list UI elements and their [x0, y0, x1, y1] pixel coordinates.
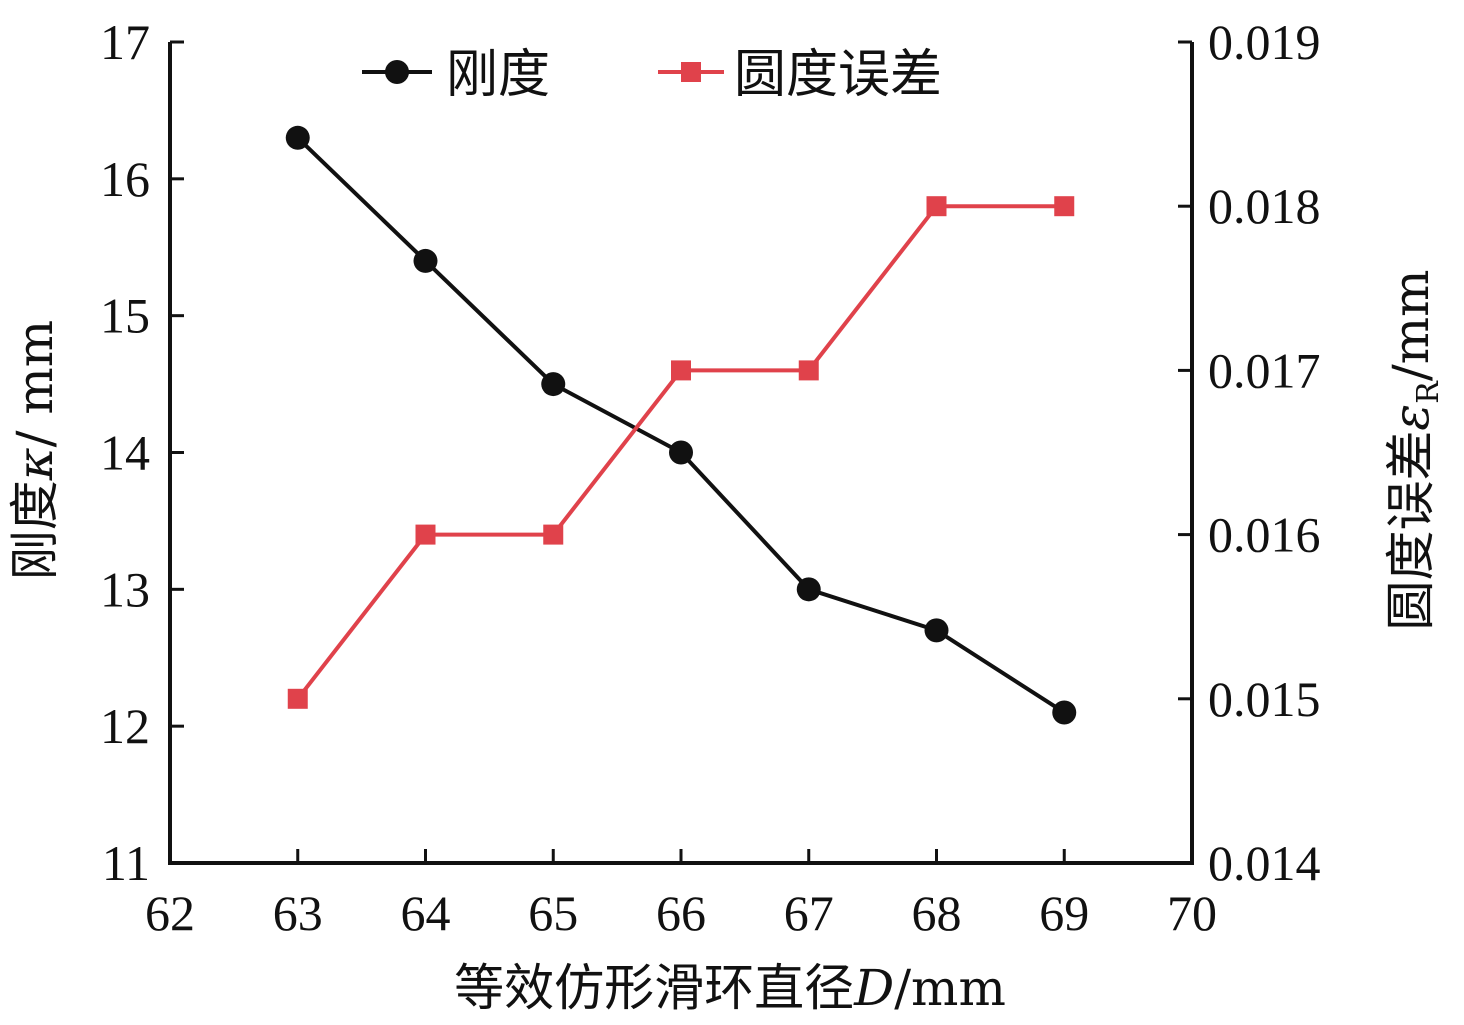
legend: 刚度 圆度误差	[362, 45, 942, 105]
x-tick-label: 70	[1167, 885, 1217, 941]
data-point-roundness	[543, 524, 564, 545]
y-axis-left-title-prefix: 刚度	[6, 480, 64, 580]
x-axis-title-unit: /mm	[894, 959, 1006, 1017]
y-right-tick-label: 0.015	[1208, 671, 1321, 727]
x-axis-title-var: D	[853, 959, 894, 1017]
series-layer	[285, 125, 1077, 725]
data-point-stiffness	[413, 248, 438, 273]
legend-label-stiffness: 刚度	[446, 45, 550, 105]
y-axis-right-title-sub: R	[1411, 380, 1446, 404]
x-tick-label: 63	[273, 885, 323, 941]
x-tick-label: 66	[656, 885, 706, 941]
y-axis-right-title: 圆度误差εR/mm	[1382, 269, 1446, 630]
legend-label-roundness: 圆度误差	[734, 45, 942, 105]
data-point-roundness	[1054, 196, 1075, 217]
y-right-tick-label: 0.018	[1208, 178, 1321, 234]
y-axis-right-title-unit: /mm	[1382, 269, 1440, 381]
y-right-tick-label: 0.019	[1208, 14, 1321, 70]
data-point-stiffness	[285, 125, 310, 150]
x-tick-label: 64	[401, 885, 451, 941]
data-point-stiffness	[669, 440, 693, 465]
x-tick-label: 67	[784, 885, 834, 941]
legend-entry-stiffness: 刚度	[362, 45, 550, 105]
legend-entry-roundness: 圆度误差	[658, 45, 942, 105]
y-left-tick-label: 17	[100, 14, 150, 70]
series-line-stiffness	[296, 136, 1066, 715]
y-left-tick-label: 11	[102, 835, 150, 891]
y-left-tick-label: 13	[100, 561, 150, 617]
data-point-stiffness	[1052, 700, 1077, 725]
y-left-tick-label: 12	[100, 698, 150, 754]
x-tick-label: 69	[1039, 885, 1089, 941]
legend-marker-roundness	[681, 62, 701, 82]
y-axis-right-title-prefix: 圆度误差	[1382, 431, 1440, 631]
data-point-stiffness	[796, 577, 821, 602]
y-axis-left-title-unit: / mm	[6, 320, 64, 448]
y-axis-left-title-var: κ	[6, 447, 64, 481]
data-point-roundness	[415, 524, 436, 545]
legend-marker-stiffness	[385, 60, 409, 84]
data-point-roundness	[671, 360, 691, 381]
data-point-roundness	[926, 196, 947, 217]
y-left-tick-label: 14	[100, 425, 150, 481]
y-right-tick-label: 0.016	[1208, 507, 1321, 563]
y-axis-right-title-var: ε	[1382, 404, 1440, 431]
data-point-stiffness	[924, 618, 949, 643]
y-right-tick-label: 0.014	[1208, 835, 1321, 891]
data-point-stiffness	[541, 372, 566, 397]
x-tick-label: 65	[528, 885, 578, 941]
series-roundness	[287, 196, 1075, 709]
y-right-tick-label: 0.017	[1208, 342, 1321, 398]
series-stiffness	[285, 125, 1077, 725]
data-point-roundness	[287, 688, 308, 709]
ticks: 62 63 64 65 66 67 68 69 70 11 12 13 14 15 16 17 0.014 0.0…	[100, 14, 1321, 941]
data-point-roundness	[798, 360, 819, 381]
x-axis-title: 等效仿形滑环直径D/mm	[454, 959, 1006, 1017]
x-axis-title-prefix: 等效仿形滑环直径	[454, 959, 854, 1017]
y-left-tick-label: 16	[100, 151, 150, 207]
x-tick-label: 68	[912, 885, 962, 941]
y-axis-left-title: 刚度κ/ mm	[6, 320, 64, 580]
y-left-tick-label: 15	[100, 288, 150, 344]
x-tick-label: 62	[145, 885, 195, 941]
